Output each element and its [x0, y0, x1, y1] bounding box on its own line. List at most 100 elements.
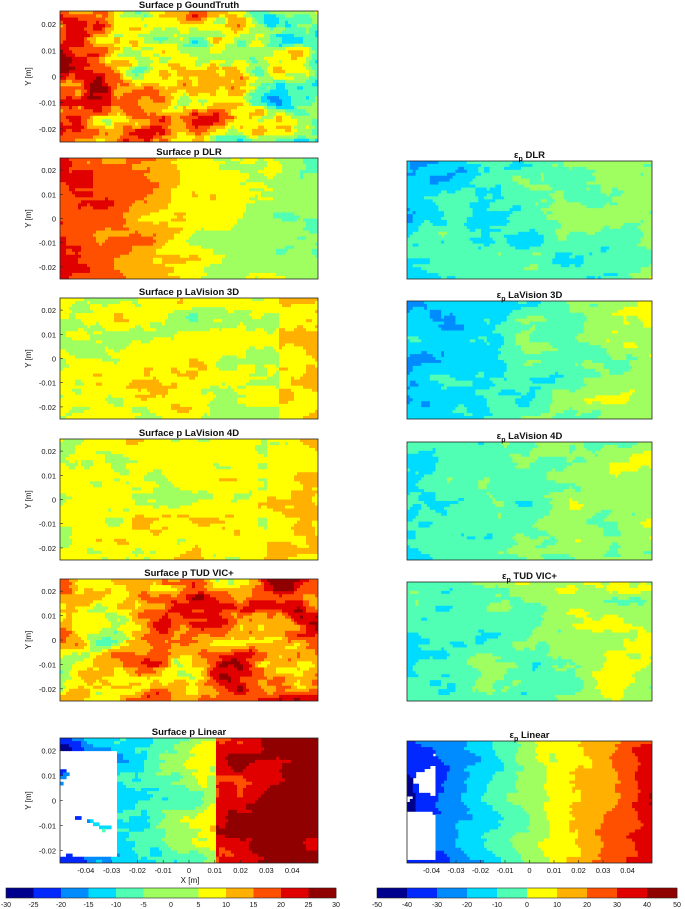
x-axis-label: X [m]	[181, 876, 200, 885]
y-tick-label: 0.02	[41, 166, 56, 175]
colorbar-tick-label: -40	[402, 902, 412, 909]
colorbar-tick-label: -50	[372, 902, 382, 909]
colorbar-tick-label: 50	[673, 902, 681, 909]
x-tick-label: 0.01	[207, 866, 222, 875]
x-tick-label: -0.02	[472, 866, 489, 875]
y-tick-label: -0.02	[39, 685, 56, 694]
colorbar-swatch	[33, 888, 62, 898]
colorbar-swatch	[116, 888, 144, 898]
colorbar-tick-label: 20	[277, 902, 285, 909]
panel-title: Surface p GoundTruth	[139, 0, 239, 11]
y-tick-label: 0	[52, 636, 56, 645]
panel-frame	[406, 441, 653, 561]
x-tick-label: 0.03	[259, 866, 274, 875]
colorbar-swatch	[61, 888, 89, 898]
field-lv4d	[60, 439, 318, 560]
colorbar-swatch	[6, 888, 34, 898]
panel-title: Surface p DLR	[156, 147, 222, 158]
x-tick-label: -0.02	[129, 866, 146, 875]
y-tick-label: 0.01	[41, 330, 56, 339]
panel-err_linear: εp Linear -0.04 -0.03 -0.02 -0.01 0 0.01 0.02 0.…	[406, 730, 653, 875]
x-tick-label: 0.02	[571, 866, 586, 875]
panel-err_lv3d: εp LaVision 3D	[406, 290, 653, 420]
y-tick-label: -0.01	[39, 99, 56, 108]
y-tick-label: -0.01	[39, 660, 56, 669]
field-gt	[60, 11, 318, 142]
field-dlr	[60, 158, 318, 279]
x-tick-label: -0.03	[103, 866, 120, 875]
colorbar-swatch	[377, 888, 408, 898]
y-tick-label: -0.02	[39, 125, 56, 134]
x-tick-label: 0.03	[596, 866, 611, 875]
colorbar-tick-label: 0	[525, 902, 529, 909]
colorbar-tick-label: 40	[643, 902, 651, 909]
colorbar-swatch	[226, 888, 254, 898]
panel-title: εp Linear	[510, 730, 550, 743]
colorbar-swatch	[437, 888, 468, 898]
y-axis-label: Y [m]	[24, 67, 33, 86]
y-tick-label: 0.02	[41, 447, 56, 456]
panel-gt: Surface p GoundTruth 0.02 0.01 0 -0.01 -0.02 Y…	[24, 0, 319, 143]
y-tick-label: -0.01	[39, 520, 56, 529]
colorbar-tick-label: 30	[613, 902, 621, 909]
panel-title: εp DLR	[514, 150, 545, 163]
colorbar-swatch	[308, 888, 337, 898]
colorbar-tick-label: -10	[111, 902, 121, 909]
colorbar-swatch	[171, 888, 199, 898]
panel-title: Surface p LaVision 3D	[139, 287, 239, 298]
field-err_lv3d	[407, 301, 652, 419]
field-lv3d	[60, 298, 318, 419]
colorbar-tick-label: -15	[83, 902, 93, 909]
panel-title: εp LaVision 4D	[497, 431, 563, 444]
y-tick-label: -0.01	[39, 822, 56, 831]
colorbar-swatch	[88, 888, 117, 898]
colorbar-tick-label: 25	[305, 902, 313, 909]
y-axis-label: Y [m]	[24, 631, 33, 650]
colorbar-swatch	[497, 888, 528, 898]
x-tick-label: 0	[187, 866, 191, 875]
y-axis-label: Y [m]	[24, 791, 33, 810]
y-tick-label: 0.02	[41, 587, 56, 596]
x-tick-label: 0.02	[233, 866, 248, 875]
colorbar-tick-label: 30	[332, 902, 340, 909]
colorbar-tick-label: -5	[140, 902, 146, 909]
x-tick-label: -0.04	[77, 866, 94, 875]
colorbar-swatch	[198, 888, 227, 898]
colorbar-tick-label: 15	[250, 902, 258, 909]
field-err_dlr	[407, 161, 652, 279]
colorbar-swatch	[143, 888, 172, 898]
panel-title: Surface p LaVision 4D	[139, 428, 239, 439]
colorbar-tick-label: -20	[462, 902, 472, 909]
panel-lv3d: Surface p LaVision 3D 0.02 0.01 0 -0.01 -0.02…	[24, 287, 319, 420]
y-tick-label: 0.01	[41, 190, 56, 199]
y-tick-label: 0.01	[41, 612, 56, 621]
colorbar-swatch	[253, 888, 282, 898]
y-axis-label: Y [m]	[24, 349, 33, 368]
colorbar-tick-label: 5	[197, 902, 201, 909]
colorbar-tick-label: 20	[583, 902, 591, 909]
colorbar-swatch	[557, 888, 588, 898]
panel-frame	[406, 581, 653, 702]
colorbar-swatch	[407, 888, 438, 898]
y-tick-label: -0.01	[39, 239, 56, 248]
colorbar-tick-label: 10	[553, 902, 561, 909]
colorbar-swatch	[647, 888, 678, 898]
y-tick-label: 0	[52, 73, 56, 82]
panel-tud: Surface p TUD VIC+ 0.02 0.01 0 -0.01 -0.02 Y […	[24, 568, 319, 702]
y-tick-label: 0	[52, 797, 56, 806]
y-tick-label: 0	[52, 215, 56, 224]
y-axis-label: Y [m]	[24, 209, 33, 228]
colorbar-swatch	[527, 888, 558, 898]
y-axis-label: Y [m]	[24, 490, 33, 509]
colorbar-tick-label: -30	[1, 902, 11, 909]
y-tick-label: 0.01	[41, 46, 56, 55]
panel-title: εp LaVision 3D	[497, 290, 563, 303]
colorbar-tick-label: -10	[492, 902, 502, 909]
y-tick-label: 0.02	[41, 20, 56, 29]
panel-linear: Surface p Linear 0.02 0.01 0 -0.01 -0.02 Y [m]…	[24, 727, 319, 885]
colorbar-tick-label: -25	[28, 902, 38, 909]
field-err_linear	[407, 741, 652, 863]
y-tick-label: -0.02	[39, 403, 56, 412]
panel-frame	[406, 160, 653, 280]
